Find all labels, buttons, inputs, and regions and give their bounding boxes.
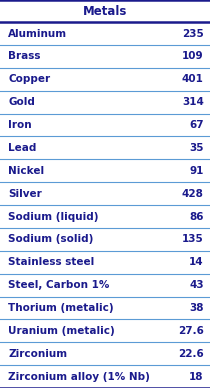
Text: Nickel: Nickel [8,166,45,176]
Text: 43: 43 [189,280,204,290]
Text: 428: 428 [182,189,204,199]
Text: Sodium (liquid): Sodium (liquid) [8,211,99,222]
Text: Brass: Brass [8,52,41,61]
Text: Thorium (metalic): Thorium (metalic) [8,303,114,313]
Text: 135: 135 [182,234,204,244]
Text: Iron: Iron [8,120,32,130]
Text: 38: 38 [189,303,204,313]
Text: 86: 86 [189,211,204,222]
Text: Aluminum: Aluminum [8,29,68,38]
Text: 67: 67 [189,120,204,130]
Text: 235: 235 [182,29,204,38]
Text: 401: 401 [182,74,204,84]
Text: Stainless steel: Stainless steel [8,257,95,267]
Text: 22.6: 22.6 [178,349,204,359]
Text: 109: 109 [182,52,204,61]
Text: 91: 91 [189,166,204,176]
Text: Steel, Carbon 1%: Steel, Carbon 1% [8,280,110,290]
Text: 14: 14 [189,257,204,267]
Text: Sodium (solid): Sodium (solid) [8,234,94,244]
Text: Metals: Metals [83,5,127,17]
Text: Zirconium: Zirconium [8,349,68,359]
Text: Uranium (metalic): Uranium (metalic) [8,326,115,336]
Text: 314: 314 [182,97,204,107]
Text: Copper: Copper [8,74,51,84]
Text: 35: 35 [189,143,204,153]
Text: 27.6: 27.6 [178,326,204,336]
Text: Lead: Lead [8,143,37,153]
Text: 18: 18 [189,372,204,381]
Text: Zirconium alloy (1% Nb): Zirconium alloy (1% Nb) [8,372,150,381]
Text: Gold: Gold [8,97,35,107]
Text: Silver: Silver [8,189,42,199]
